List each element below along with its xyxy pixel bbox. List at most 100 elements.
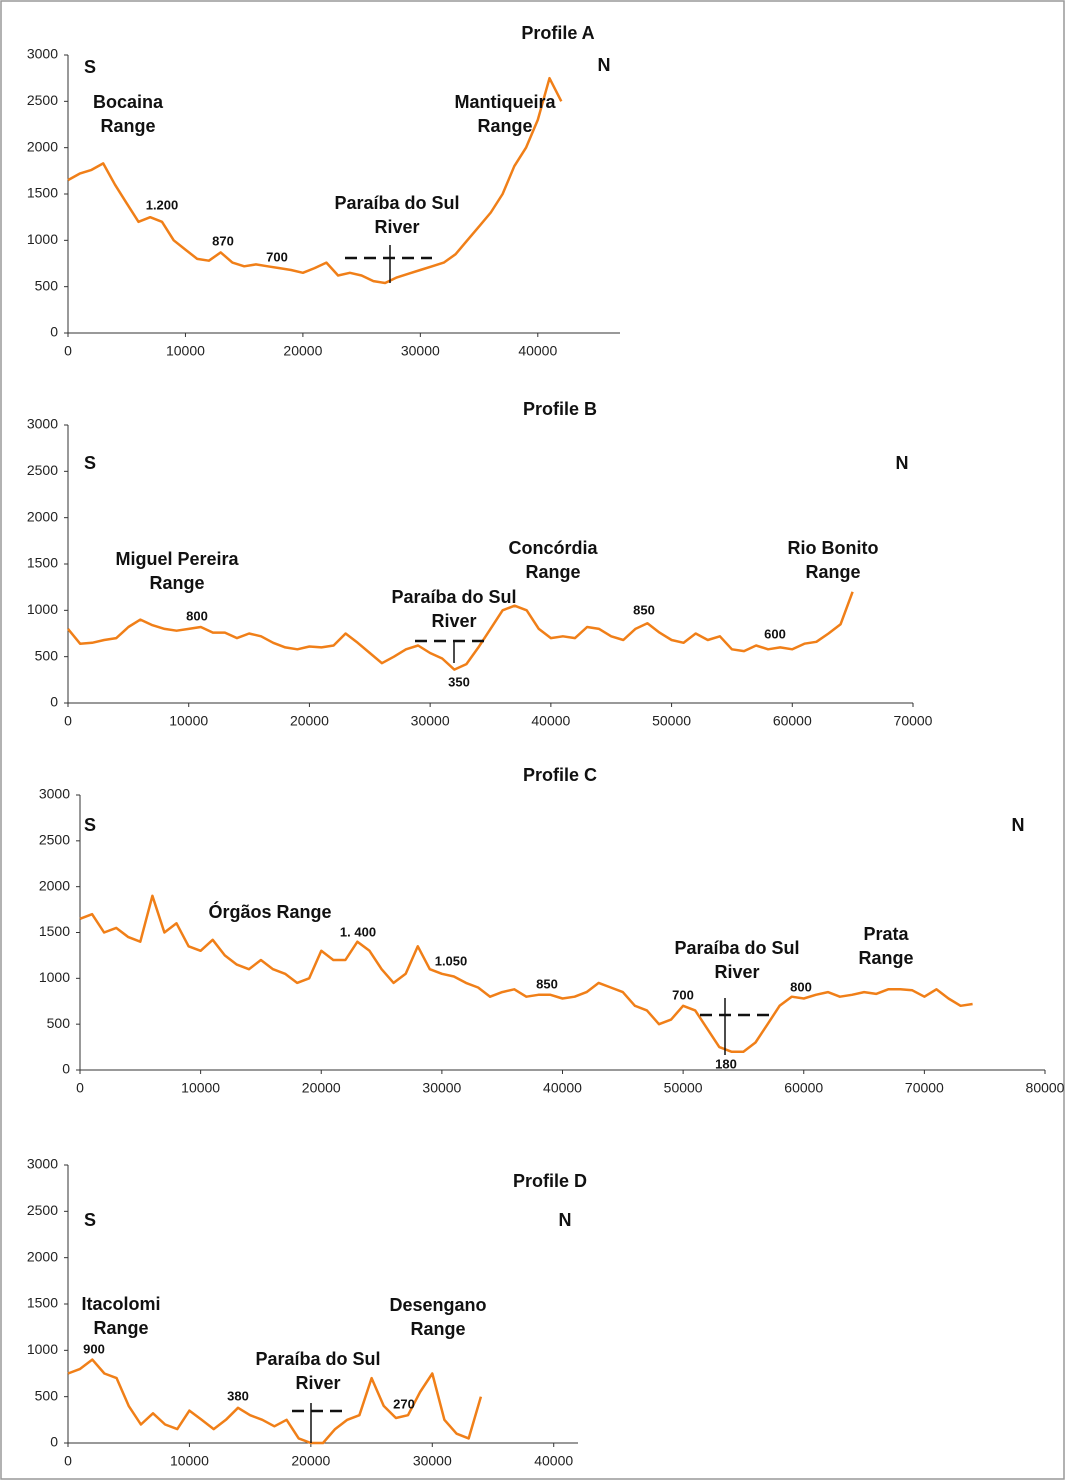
direction-label: S <box>84 57 96 77</box>
direction-label: S <box>84 453 96 473</box>
annotation: Range <box>805 562 860 582</box>
annotation: Prata <box>863 924 909 944</box>
annotation: River <box>374 217 419 237</box>
x-tick-label: 70000 <box>905 1080 944 1096</box>
annotation: River <box>295 1373 340 1393</box>
profile-line <box>67 76 563 285</box>
annotation: Range <box>93 1318 148 1338</box>
annotation: 700 <box>672 987 694 1002</box>
x-tick-label: 50000 <box>664 1080 703 1096</box>
y-tick-label: 500 <box>47 1015 71 1031</box>
x-tick-label: 0 <box>64 1453 72 1469</box>
y-tick-label: 2000 <box>27 508 58 524</box>
annotation: 800 <box>790 979 812 994</box>
x-tick-label: 60000 <box>784 1080 823 1096</box>
y-tick-label: 3000 <box>27 46 58 62</box>
annotation: River <box>714 962 759 982</box>
annotation: 1.200 <box>146 197 179 212</box>
y-tick-label: 1500 <box>39 923 70 939</box>
x-tick-label: 20000 <box>302 1080 341 1096</box>
profile-line <box>67 1358 483 1445</box>
annotation: Mantiqueira <box>454 92 556 112</box>
annotation: 1.050 <box>435 953 468 968</box>
annotation: Miguel Pereira <box>115 549 239 569</box>
annotation: 350 <box>448 674 470 689</box>
annotation: Paraíba do Sul <box>255 1349 380 1369</box>
x-tick-label: 40000 <box>518 343 557 359</box>
x-tick-label: 10000 <box>170 1453 209 1469</box>
x-tick-label: 0 <box>76 1080 84 1096</box>
y-tick-label: 0 <box>50 694 58 710</box>
y-tick-label: 2000 <box>27 1248 58 1264</box>
annotation: 180 <box>715 1056 737 1071</box>
y-tick-label: 0 <box>50 324 58 340</box>
y-tick-label: 500 <box>35 1387 59 1403</box>
y-tick-label: 2500 <box>27 1202 58 1218</box>
y-tick-label: 1500 <box>27 1295 58 1311</box>
x-tick-label: 20000 <box>283 343 322 359</box>
chart-title: Profile D <box>513 1171 587 1191</box>
annotation: 850 <box>536 976 558 991</box>
y-tick-label: 2500 <box>27 92 58 108</box>
annotation: 600 <box>764 626 786 641</box>
chart-title: Profile A <box>521 23 594 43</box>
annotation: Range <box>410 1319 465 1339</box>
chart-title: Profile B <box>523 399 597 419</box>
profile-line <box>67 591 854 671</box>
x-tick-label: 40000 <box>543 1080 582 1096</box>
annotation: Range <box>477 116 532 136</box>
y-tick-label: 0 <box>62 1061 70 1077</box>
annotation: Paraíba do Sul <box>674 938 799 958</box>
y-tick-label: 1500 <box>27 185 58 201</box>
y-tick-label: 3000 <box>27 416 58 432</box>
x-tick-label: 30000 <box>401 343 440 359</box>
annotation: 800 <box>186 608 208 623</box>
direction-label: N <box>559 1210 572 1230</box>
y-tick-label: 2500 <box>27 462 58 478</box>
y-tick-label: 500 <box>35 647 59 663</box>
annotation: Bocaina <box>93 92 164 112</box>
x-tick-label: 50000 <box>652 713 691 729</box>
x-tick-label: 40000 <box>534 1453 573 1469</box>
x-tick-label: 10000 <box>181 1080 220 1096</box>
annotation: Paraíba do Sul <box>334 193 459 213</box>
annotation: Desengano <box>389 1295 486 1315</box>
x-tick-label: 0 <box>64 343 72 359</box>
y-tick-label: 2000 <box>27 138 58 154</box>
annotation: Concórdia <box>508 538 598 558</box>
y-tick-label: 2500 <box>39 832 70 848</box>
y-tick-label: 3000 <box>39 786 70 802</box>
direction-label: N <box>598 55 611 75</box>
annotation: Órgãos Range <box>208 901 331 922</box>
annotation: River <box>431 611 476 631</box>
annotation: 900 <box>83 1341 105 1356</box>
y-tick-label: 500 <box>35 277 59 293</box>
x-tick-label: 0 <box>64 713 72 729</box>
annotation: 870 <box>212 233 234 248</box>
x-tick-label: 30000 <box>411 713 450 729</box>
y-tick-label: 1500 <box>27 555 58 571</box>
direction-label: S <box>84 815 96 835</box>
x-tick-label: 30000 <box>413 1453 452 1469</box>
annotation: Range <box>149 573 204 593</box>
direction-label: N <box>896 453 909 473</box>
y-tick-label: 1000 <box>27 1341 58 1357</box>
annotation: Range <box>525 562 580 582</box>
x-tick-label: 40000 <box>531 713 570 729</box>
annotation: 270 <box>393 1396 415 1411</box>
annotation: 380 <box>227 1388 249 1403</box>
y-tick-label: 0 <box>50 1434 58 1450</box>
x-tick-label: 80000 <box>1026 1080 1065 1096</box>
annotation: Range <box>858 948 913 968</box>
direction-label: S <box>84 1210 96 1230</box>
annotation: 1. 400 <box>340 924 376 939</box>
x-tick-label: 10000 <box>166 343 205 359</box>
x-tick-label: 60000 <box>773 713 812 729</box>
y-tick-label: 2000 <box>39 877 70 893</box>
direction-label: N <box>1012 815 1025 835</box>
annotation: Range <box>100 116 155 136</box>
annotation: 700 <box>266 249 288 264</box>
chart-title: Profile C <box>523 765 597 785</box>
